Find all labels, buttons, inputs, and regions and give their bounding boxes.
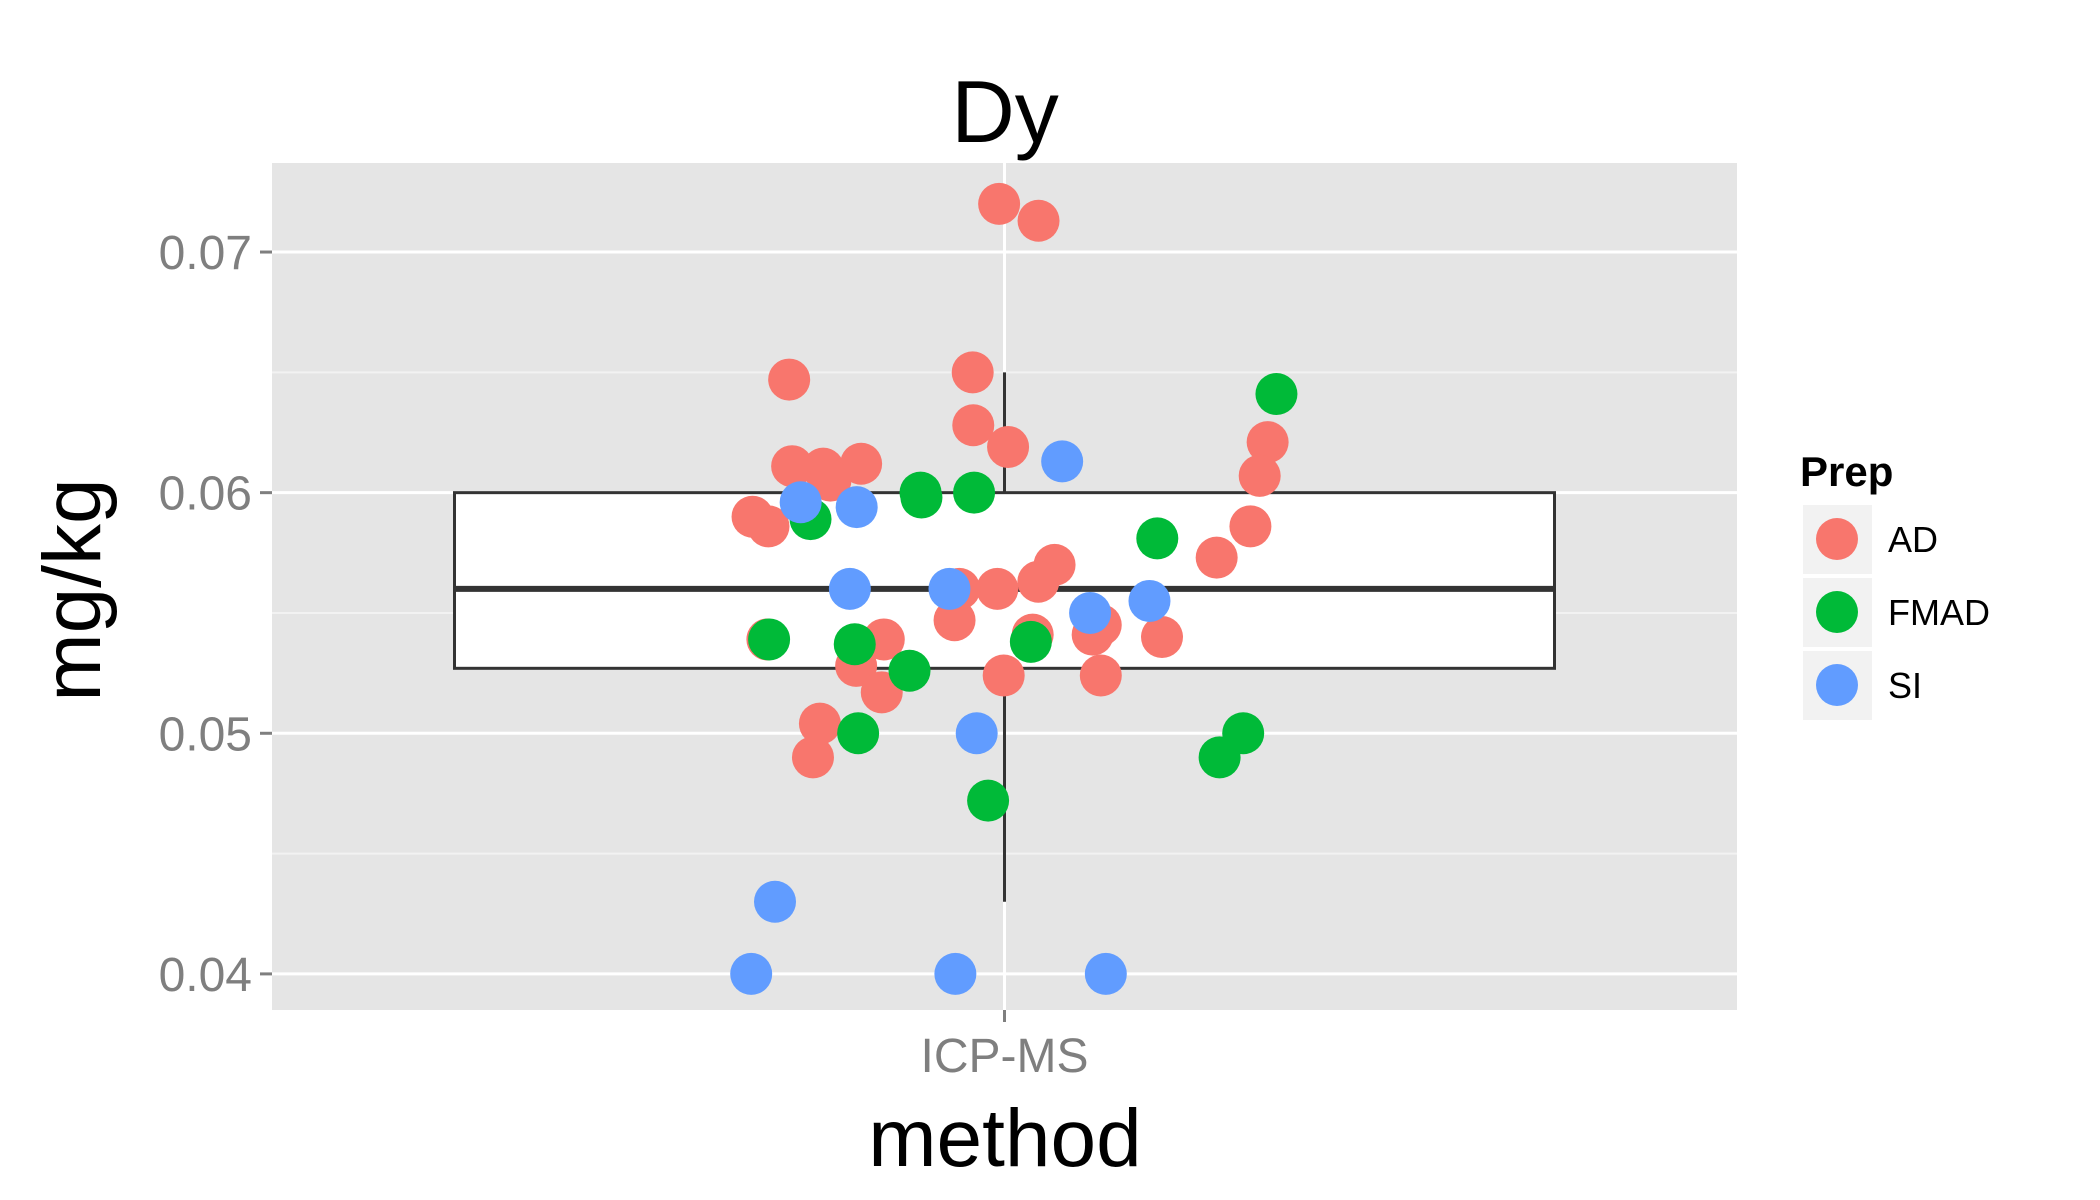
- point-ad: [771, 445, 814, 488]
- point-ad: [987, 425, 1030, 468]
- point-ad: [1079, 654, 1122, 697]
- point-si: [835, 486, 878, 529]
- chart-title: Dy: [951, 62, 1059, 161]
- point-ad: [1017, 199, 1060, 242]
- point-ad: [1017, 560, 1060, 603]
- point-si: [730, 952, 773, 995]
- points: [730, 182, 1298, 995]
- point-si: [779, 481, 822, 524]
- legend-key-si: [1816, 664, 1858, 706]
- point-ad: [809, 459, 852, 502]
- point-ad: [768, 358, 811, 401]
- point-ad: [1229, 505, 1272, 548]
- x-axis: ICP-MS: [921, 1010, 1089, 1083]
- point-si: [1084, 952, 1127, 995]
- point-si: [955, 712, 998, 755]
- point-si: [1069, 591, 1112, 634]
- point-ad: [982, 654, 1025, 697]
- legend-key-ad: [1816, 518, 1858, 560]
- point-fmad: [1198, 736, 1241, 779]
- point-fmad: [833, 623, 876, 666]
- point-ad: [1246, 421, 1289, 464]
- legend-label-ad: AD: [1888, 519, 1938, 560]
- x-axis-title: method: [868, 1093, 1142, 1184]
- point-fmad: [748, 618, 791, 661]
- point-ad: [1238, 454, 1281, 497]
- y-tick-label: 0.07: [159, 227, 252, 280]
- point-si: [754, 880, 797, 923]
- point-fmad: [888, 649, 931, 692]
- point-ad: [840, 442, 883, 485]
- legend-label-si: SI: [1888, 665, 1922, 706]
- legend-key-fmad: [1816, 591, 1858, 633]
- point-ad: [951, 351, 994, 394]
- point-ad: [978, 182, 1021, 225]
- point-fmad: [967, 779, 1010, 822]
- x-tick-label: ICP-MS: [921, 1030, 1089, 1083]
- point-fmad: [953, 471, 996, 514]
- point-fmad: [1136, 517, 1179, 560]
- point-ad: [1195, 536, 1238, 579]
- point-si: [1128, 579, 1171, 622]
- legend: Prep AD FMAD SI: [1800, 448, 1990, 720]
- y-tick-label: 0.04: [159, 949, 252, 1002]
- point-si: [828, 567, 871, 610]
- y-axis-title: mg/kg: [27, 478, 118, 701]
- y-tick-label: 0.06: [159, 468, 252, 521]
- point-ad: [1141, 616, 1184, 659]
- point-ad: [976, 567, 1019, 610]
- point-ad: [798, 702, 841, 745]
- point-ad: [731, 495, 774, 538]
- point-fmad: [899, 471, 942, 514]
- y-axis: 0.04 0.05 0.06 0.07: [159, 227, 272, 1002]
- point-ad: [933, 599, 976, 642]
- point-fmad: [837, 712, 880, 755]
- point-ad: [952, 404, 995, 447]
- point-si: [934, 952, 977, 995]
- point-si: [928, 567, 971, 610]
- point-fmad: [1255, 373, 1298, 415]
- y-tick-label: 0.05: [159, 708, 252, 761]
- point-fmad: [1009, 620, 1052, 663]
- point-si: [1041, 440, 1084, 483]
- point-ad: [791, 736, 834, 779]
- legend-title: Prep: [1800, 448, 1893, 495]
- legend-label-fmad: FMAD: [1888, 592, 1990, 633]
